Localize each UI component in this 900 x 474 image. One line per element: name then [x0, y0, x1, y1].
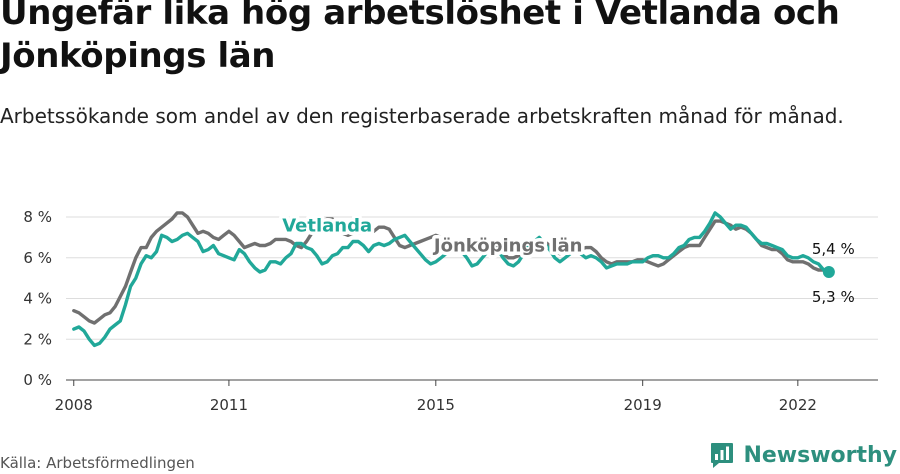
chart-title: Ungefär lika hög arbetslöshet i Vetlanda… — [0, 0, 840, 76]
chart-subtitle: Arbetssökande som andel av den registerb… — [0, 104, 844, 128]
x-tick-label: 2011 — [210, 396, 248, 414]
x-tick-label: 2019 — [624, 396, 662, 414]
series-label-halo: Jönköpings län — [432, 236, 583, 257]
y-tick-label: 0 % — [23, 371, 52, 389]
y-axis-tick-labels: 0 % 2 % 4 % 6 % 8 % — [23, 208, 52, 389]
x-axis: 2008 2011 2015 2019 2022 — [55, 380, 817, 414]
x-tick-label: 2008 — [55, 396, 93, 414]
y-tick-label: 6 % — [23, 249, 52, 267]
series-label-halo: Vetlanda — [282, 215, 372, 236]
line-chart: 0 % 2 % 4 % 6 % 8 % 2008 2011 2015 2019 2022 Vet… — [23, 208, 878, 414]
grid-lines — [66, 216, 878, 381]
series-label: Jönköpings län — [432, 236, 583, 257]
x-tick-label: 2022 — [779, 396, 817, 414]
newsworthy-logo-icon — [711, 442, 734, 468]
brand-logo: Newsworthy — [710, 441, 897, 469]
end-value-label: 5,4 % — [812, 240, 855, 258]
y-tick-label: 8 % — [23, 208, 52, 226]
brand-name: Newsworthy — [743, 442, 897, 468]
series-lines — [72, 211, 831, 348]
y-tick-label: 4 % — [23, 290, 52, 308]
end-marker — [822, 266, 835, 279]
series-line-1 — [72, 211, 831, 348]
end-value-label: 5,3 % — [812, 288, 855, 306]
y-tick-label: 2 % — [23, 330, 52, 348]
x-tick-label: 2015 — [417, 396, 455, 414]
series-label: Vetlanda — [282, 215, 372, 236]
series-line-0 — [72, 211, 831, 325]
source-note: Källa: Arbetsförmedlingen — [0, 454, 195, 472]
